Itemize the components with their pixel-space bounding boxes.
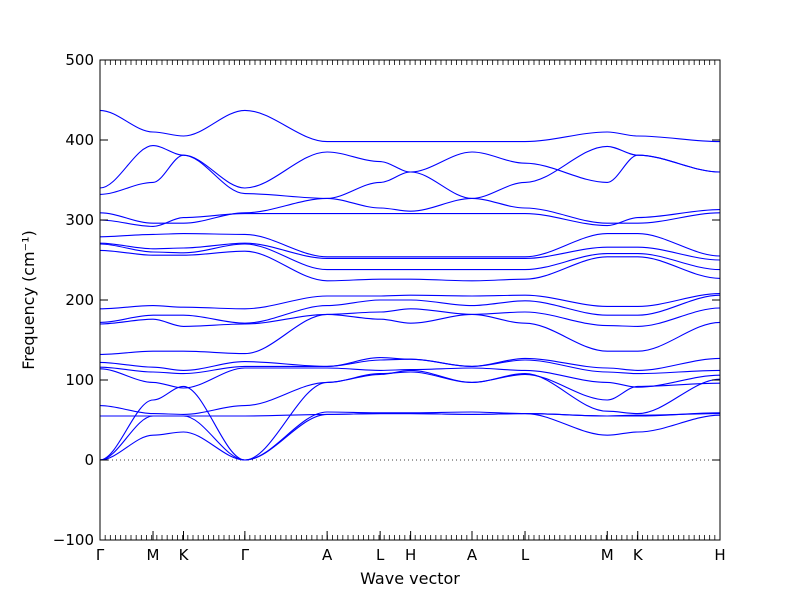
branch-line-18: [99, 197, 721, 224]
branch-line-14: [99, 243, 721, 271]
branch-line-11: [99, 294, 721, 324]
x-tick-label: M: [601, 546, 614, 564]
y-tick-label: 200: [65, 291, 94, 309]
branch-line-17: [99, 209, 721, 227]
plot-frame: [99, 59, 721, 541]
branch-line-9: [99, 313, 721, 355]
branch-line-8: [99, 357, 721, 371]
branch-line-12: [99, 293, 721, 310]
y-axis-label: Frequency (cm⁻¹): [19, 230, 38, 369]
branch-line-15: [99, 242, 721, 261]
y-tick-label: −100: [53, 531, 94, 549]
series-layer: [99, 109, 721, 461]
x-tick-label: A: [322, 546, 333, 564]
x-tick-label: K: [633, 546, 644, 564]
x-tick-label: H: [405, 546, 416, 564]
branch-line-7: [99, 358, 721, 375]
x-tick-label: Γ: [241, 546, 250, 564]
x-tick-label: H: [714, 546, 725, 564]
branch-line-20: [99, 145, 721, 199]
x-tick-label: L: [521, 546, 530, 564]
y-tick-label: 300: [65, 211, 94, 229]
x-tick-label: Γ: [96, 546, 105, 564]
y-tick-label: 500: [65, 51, 94, 69]
x-tick-label: L: [376, 546, 385, 564]
y-tick-label: 100: [65, 371, 94, 389]
y-ticks: −100 0 100 200 300 400 500: [53, 51, 720, 549]
branch-line-13: [99, 249, 721, 282]
y-tick-label: 400: [65, 131, 94, 149]
branch-line-5: [99, 371, 721, 415]
x-axis-label: Wave vector: [360, 569, 460, 588]
x-tick-label: K: [179, 546, 190, 564]
branch-line-6: [99, 367, 721, 389]
branch-line-21: [99, 109, 721, 143]
branch-line-4: [99, 412, 721, 417]
branch-line-10: [99, 307, 721, 327]
x-tick-label: M: [147, 546, 160, 564]
x-tick-label: A: [467, 546, 478, 564]
y-tick-label: 0: [84, 451, 94, 469]
branch-line-16: [99, 233, 721, 258]
